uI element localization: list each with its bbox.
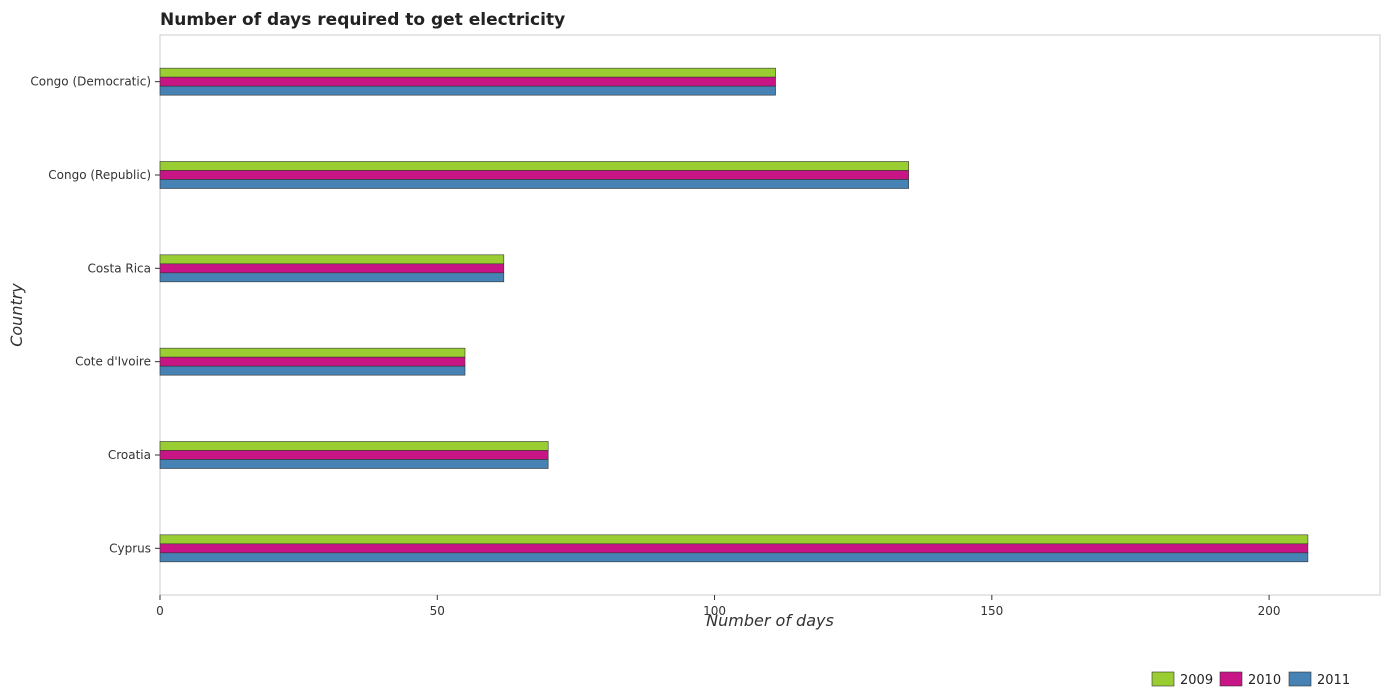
legend-label-2011: 2011 bbox=[1317, 673, 1350, 688]
bar-2010-5 bbox=[159, 543, 1309, 554]
x-tick-label: 100 bbox=[703, 604, 726, 618]
bar-2009-4 bbox=[159, 441, 549, 451]
bar-2009-0 bbox=[159, 67, 776, 78]
bar-2010-4 bbox=[159, 450, 549, 460]
bar-2011-0 bbox=[159, 85, 776, 96]
legend-swatch-2010 bbox=[1219, 671, 1243, 687]
x-tick-label: 50 bbox=[430, 604, 445, 618]
bar-2010-2 bbox=[159, 263, 505, 274]
bar-2009-2 bbox=[159, 254, 505, 265]
bars-group bbox=[159, 67, 1309, 563]
y-axis-label: Country bbox=[7, 283, 26, 347]
y-tick-label: Cote d'Ivoire bbox=[75, 355, 151, 369]
x-tick-label: 150 bbox=[980, 604, 1003, 618]
bar-2010-0 bbox=[159, 76, 776, 87]
bar-2011-5 bbox=[159, 552, 1309, 563]
legend-label-2010: 2010 bbox=[1248, 673, 1281, 688]
bar-2010-1 bbox=[159, 170, 909, 180]
y-tick-label: Costa Rica bbox=[88, 261, 151, 275]
bar-2011-1 bbox=[159, 179, 909, 189]
y-axis: Congo (Democratic) Congo (Republic) Costa … bbox=[30, 75, 160, 555]
bar-2011-4 bbox=[159, 459, 549, 469]
y-tick-label: Congo (Republic) bbox=[48, 168, 151, 182]
bar-2011-2 bbox=[159, 272, 505, 283]
y-tick-label: Cyprus bbox=[109, 541, 151, 555]
chart-title: Number of days required to get electrici… bbox=[160, 10, 565, 30]
legend-label-2009: 2009 bbox=[1180, 673, 1213, 688]
bar-2009-1 bbox=[159, 161, 909, 171]
x-tick-label: 0 bbox=[156, 604, 164, 618]
legend-swatch-2009 bbox=[1151, 671, 1175, 687]
y-tick-label: Croatia bbox=[108, 448, 151, 462]
legend: 2009 2010 2011 bbox=[1151, 671, 1350, 688]
x-tick-label: 200 bbox=[1258, 604, 1281, 618]
legend-swatch-2011 bbox=[1288, 671, 1312, 687]
bar-2011-3 bbox=[159, 365, 466, 376]
y-tick-label: Congo (Democratic) bbox=[30, 75, 151, 89]
bar-2009-3 bbox=[159, 347, 466, 358]
bar-2009-5 bbox=[159, 534, 1309, 545]
x-axis: 0 50 100 150 200 bbox=[156, 595, 1281, 618]
bar-2010-3 bbox=[159, 356, 466, 367]
plot-area bbox=[159, 34, 1381, 596]
x-axis-label: Number of days bbox=[706, 611, 834, 630]
